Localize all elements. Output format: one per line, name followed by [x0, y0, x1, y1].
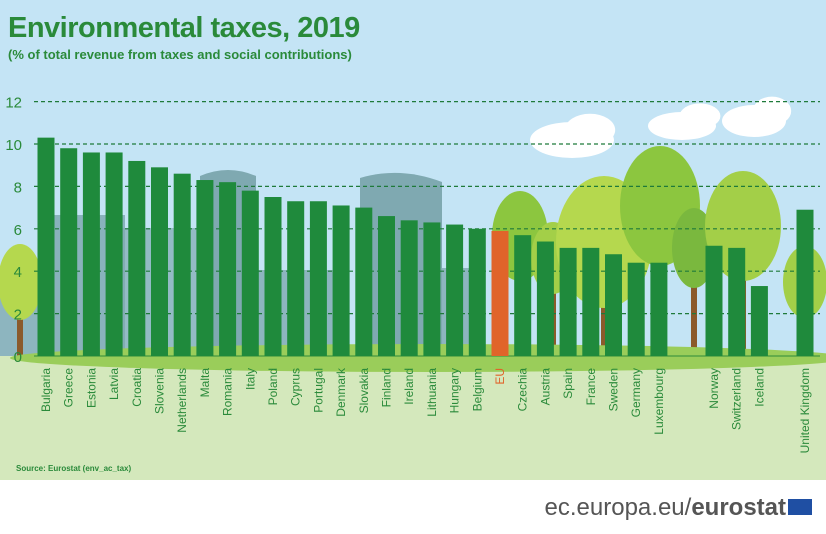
- bar: [60, 148, 78, 356]
- eu-flag-icon: [788, 499, 812, 515]
- tree-trunk: [17, 310, 23, 356]
- x-tick-label: Belgium: [470, 368, 484, 411]
- bar: [705, 245, 723, 356]
- bar: [355, 207, 373, 356]
- x-tick-label: Poland: [266, 368, 280, 405]
- cloud: [564, 113, 616, 147]
- bar: [400, 220, 418, 356]
- x-axis-labels: Bulgaria Greece Estonia Latvia Croatia Sloven…: [39, 367, 812, 453]
- tree-crown: [672, 208, 716, 288]
- bar: [264, 197, 282, 356]
- bar: [309, 201, 327, 356]
- x-tick-label: France: [584, 368, 598, 406]
- y-axis-ticks: 0 2 4 6 8 10 12: [5, 95, 22, 366]
- y-tick-label: 8: [14, 179, 22, 196]
- x-tick-label: Latvia: [107, 368, 121, 400]
- bar: [173, 173, 191, 356]
- x-tick-label: Austria: [538, 368, 552, 406]
- y-tick-label: 6: [14, 222, 22, 239]
- tree-trunk: [601, 298, 607, 356]
- x-tick-label: Sweden: [607, 368, 621, 411]
- bar: [241, 190, 259, 356]
- eurostat-url[interactable]: ec.europa.eu/eurostat: [545, 494, 786, 522]
- cloud: [752, 96, 792, 126]
- x-tick-label: EU: [493, 368, 507, 385]
- y-tick-label: 0: [14, 349, 22, 366]
- grass: [10, 344, 826, 372]
- x-tick-label: Denmark: [334, 367, 348, 417]
- bar: [287, 201, 305, 356]
- chart-subtitle: (% of total revenue from taxes and socia…: [8, 47, 352, 62]
- bar: [378, 216, 395, 356]
- y-tick-label: 10: [5, 137, 22, 154]
- bar: [37, 137, 55, 356]
- tree-trunk: [691, 278, 697, 356]
- bar: [796, 209, 814, 356]
- bar: [491, 230, 509, 356]
- x-tick-label: United Kingdom: [798, 368, 812, 453]
- y-tick-label: 2: [14, 307, 22, 324]
- bar: [196, 180, 214, 356]
- bar: [536, 241, 554, 356]
- bar: [468, 228, 486, 356]
- x-tick-label: Croatia: [130, 368, 144, 407]
- x-tick-label: Italy: [243, 368, 257, 390]
- bar: [151, 167, 168, 356]
- bar: [750, 286, 768, 356]
- x-tick-label: Germany: [629, 368, 643, 417]
- x-tick-label: Norway: [707, 368, 721, 409]
- x-tick-label: Greece: [62, 368, 76, 408]
- x-tick-label: Netherlands: [175, 368, 189, 433]
- x-tick-label: Lithuania: [425, 368, 439, 417]
- x-tick-label: Bulgaria: [39, 368, 53, 412]
- source-note: Source: Eurostat (env_ac_tax): [16, 464, 132, 473]
- bar: [446, 224, 464, 356]
- footer-band: [0, 480, 826, 534]
- bar: [332, 205, 350, 356]
- bar: [105, 152, 123, 356]
- bar: [514, 235, 532, 356]
- bar: [627, 262, 645, 356]
- x-tick-label: Slovakia: [357, 368, 371, 414]
- y-tick-label: 12: [5, 95, 22, 112]
- x-tick-label: Estonia: [84, 368, 98, 408]
- x-tick-label: Cyprus: [289, 368, 303, 406]
- bar: [728, 247, 746, 356]
- x-tick-label: Switzerland: [730, 368, 744, 430]
- x-tick-label: Portugal: [311, 368, 325, 413]
- chart-title: Environmental taxes, 2019: [8, 12, 360, 44]
- x-tick-label: Luxembourg: [652, 368, 666, 435]
- bar: [82, 152, 100, 356]
- footer-brand: eurostat: [691, 494, 786, 521]
- x-tick-label: Malta: [198, 368, 212, 398]
- x-tick-label: Romania: [221, 368, 235, 416]
- tree-crown: [705, 171, 781, 281]
- footer-domain: ec.europa.eu/: [544, 494, 692, 521]
- bar: [128, 160, 146, 356]
- bar: [423, 222, 441, 356]
- x-tick-label: Czechia: [516, 368, 530, 412]
- x-tick-label: Finland: [380, 368, 394, 407]
- x-tick-label: Ireland: [402, 368, 416, 405]
- x-tick-label: Slovenia: [153, 368, 167, 414]
- bar: [582, 247, 600, 356]
- bar: [559, 247, 577, 356]
- bar: [650, 262, 668, 356]
- bar: [219, 182, 237, 356]
- bar: [605, 254, 622, 356]
- x-tick-label: Spain: [561, 368, 575, 399]
- tree-crown: [0, 244, 42, 320]
- y-tick-label: 4: [14, 264, 22, 281]
- x-tick-label: Hungary: [448, 368, 462, 413]
- x-tick-label: Iceland: [752, 368, 766, 407]
- cloud: [679, 103, 721, 129]
- ground: [0, 356, 826, 480]
- bars: [37, 137, 814, 356]
